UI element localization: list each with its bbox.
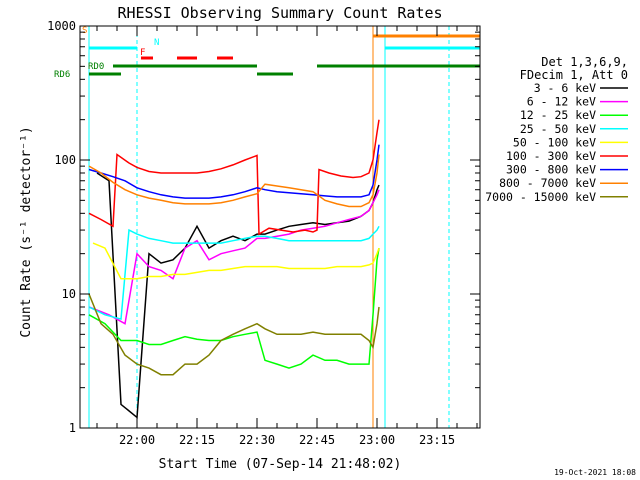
legend-label-8: 7000 - 15000 keV bbox=[485, 190, 596, 204]
legend-header-0: Det 1,3,6,9, bbox=[541, 55, 628, 69]
y-tick-label-2: 100 bbox=[54, 153, 76, 167]
flag-label-2: N bbox=[154, 38, 159, 48]
series-group bbox=[88, 119, 380, 419]
series-line-8 bbox=[88, 293, 380, 376]
legend-label-6: 300 - 800 keV bbox=[506, 163, 596, 177]
y-tick-label-3: 1000 bbox=[47, 19, 76, 33]
legend-label-4: 50 - 100 keV bbox=[513, 135, 596, 149]
x-tick-label-2: 22:30 bbox=[239, 433, 275, 447]
series-line-6 bbox=[88, 144, 380, 199]
x-tick-label-3: 22:45 bbox=[299, 433, 335, 447]
series-line-3 bbox=[88, 225, 380, 321]
series-line-2 bbox=[88, 247, 380, 369]
x-tick-label-0: 22:00 bbox=[119, 433, 155, 447]
series-line-1 bbox=[88, 189, 380, 325]
flag-label-3: F bbox=[140, 48, 145, 58]
x-tick-label-1: 22:15 bbox=[179, 433, 215, 447]
flag-rows: S NF RD0 RD6 bbox=[54, 26, 480, 80]
legend-label-0: 3 - 6 keV bbox=[534, 81, 596, 95]
legend-label-7: 800 - 7000 keV bbox=[499, 176, 596, 190]
series-line-7 bbox=[88, 154, 380, 208]
legend-header-1: FDecim 1, Att 0 bbox=[520, 68, 628, 82]
legend-label-2: 12 - 25 keV bbox=[520, 108, 596, 122]
vertical-markers bbox=[88, 26, 450, 428]
flag-label-4: RD0 bbox=[88, 62, 104, 72]
x-axis-ticks: 22:00 22:15 22:30 22:45 23:00 23:15 bbox=[96, 26, 478, 447]
legend-label-5: 100 - 300 keV bbox=[506, 149, 596, 163]
flag-label-5: RD6 bbox=[54, 70, 70, 80]
y-tick-label-0: 1 bbox=[69, 421, 76, 435]
flag-label-0: S bbox=[82, 26, 87, 36]
x-tick-label-4: 23:00 bbox=[359, 433, 395, 447]
x-tick-label-5: 23:15 bbox=[419, 433, 455, 447]
chart-title: RHESSI Observing Summary Count Rates bbox=[117, 4, 442, 22]
series-line-5 bbox=[88, 119, 380, 236]
y-axis-ticks: 1 10 100 1000 bbox=[47, 19, 480, 435]
legend-label-3: 25 - 50 keV bbox=[520, 122, 596, 136]
y-tick-label-1: 10 bbox=[62, 287, 76, 301]
y-axis-label: Count Rate (s⁻¹ detector⁻¹) bbox=[19, 126, 34, 337]
series-line-4 bbox=[92, 242, 380, 280]
series-line-0 bbox=[96, 172, 380, 419]
legend-label-1: 6 - 12 keV bbox=[527, 95, 596, 109]
plot-frame bbox=[79, 25, 481, 429]
footer-timestamp: 19-Oct-2021 18:08 bbox=[554, 468, 636, 477]
x-axis-label: Start Time (07-Sep-14 21:48:02) bbox=[159, 457, 402, 472]
